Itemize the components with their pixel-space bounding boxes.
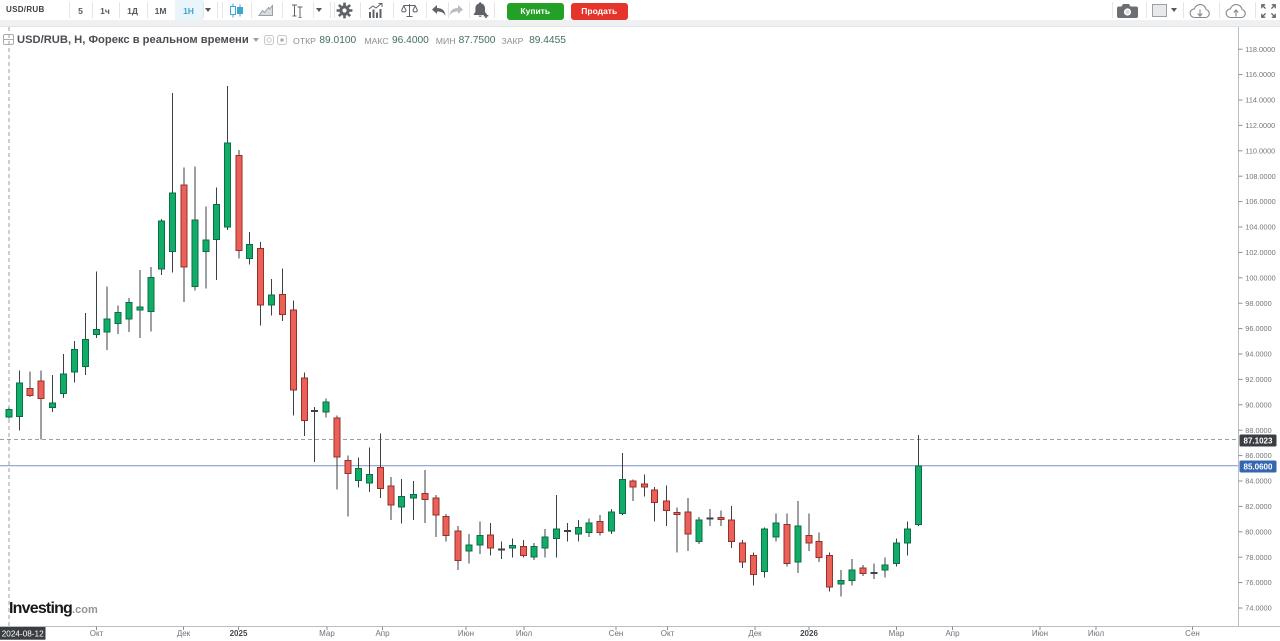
svg-text:98.0000: 98.0000 bbox=[1245, 299, 1271, 308]
svg-text:Дек: Дек bbox=[177, 629, 191, 638]
svg-text:108.0000: 108.0000 bbox=[1245, 172, 1275, 181]
svg-text:Мар: Мар bbox=[889, 629, 905, 638]
svg-text:Дек: Дек bbox=[748, 629, 762, 638]
svg-text:Сен: Сен bbox=[1185, 629, 1200, 638]
svg-text:112.0000: 112.0000 bbox=[1245, 121, 1275, 130]
svg-text:94.0000: 94.0000 bbox=[1245, 350, 1271, 359]
svg-text:Сен: Сен bbox=[609, 629, 624, 638]
svg-text:76.0000: 76.0000 bbox=[1245, 578, 1271, 587]
svg-text:90.0000: 90.0000 bbox=[1245, 400, 1271, 409]
svg-text:Апр: Апр bbox=[945, 629, 960, 638]
svg-text:92.0000: 92.0000 bbox=[1245, 375, 1271, 384]
svg-text:87.1023: 87.1023 bbox=[1244, 436, 1273, 445]
svg-text:Окт: Окт bbox=[661, 629, 675, 638]
svg-text:88.0000: 88.0000 bbox=[1245, 426, 1271, 435]
svg-text:104.0000: 104.0000 bbox=[1245, 223, 1275, 232]
svg-text:85.0600: 85.0600 bbox=[1244, 462, 1273, 471]
svg-text:74.0000: 74.0000 bbox=[1245, 604, 1271, 613]
svg-text:Мар: Мар bbox=[319, 629, 335, 638]
svg-text:82.0000: 82.0000 bbox=[1245, 502, 1271, 511]
svg-text:2026: 2026 bbox=[800, 629, 818, 638]
svg-text:78.0000: 78.0000 bbox=[1245, 553, 1271, 562]
svg-text:Июн: Июн bbox=[1032, 629, 1048, 638]
svg-text:110.0000: 110.0000 bbox=[1245, 146, 1275, 155]
svg-text:116.0000: 116.0000 bbox=[1245, 70, 1275, 79]
svg-text:Июл: Июл bbox=[516, 629, 533, 638]
svg-text:2025: 2025 bbox=[230, 629, 248, 638]
svg-text:Окт: Окт bbox=[90, 629, 104, 638]
svg-text:102.0000: 102.0000 bbox=[1245, 248, 1275, 257]
svg-text:Апр: Апр bbox=[375, 629, 390, 638]
svg-text:106.0000: 106.0000 bbox=[1245, 197, 1275, 206]
svg-text:118.0000: 118.0000 bbox=[1245, 45, 1275, 54]
svg-text:Июл: Июл bbox=[1088, 629, 1105, 638]
svg-text:2024-08-12: 2024-08-12 bbox=[2, 629, 44, 638]
svg-text:Июн: Июн bbox=[458, 629, 474, 638]
svg-text:96.0000: 96.0000 bbox=[1245, 324, 1271, 333]
svg-text:84.0000: 84.0000 bbox=[1245, 477, 1271, 486]
svg-text:100.0000: 100.0000 bbox=[1245, 273, 1275, 282]
svg-text:114.0000: 114.0000 bbox=[1245, 96, 1275, 105]
svg-text:80.0000: 80.0000 bbox=[1245, 527, 1271, 536]
svg-text:86.0000: 86.0000 bbox=[1245, 451, 1271, 460]
